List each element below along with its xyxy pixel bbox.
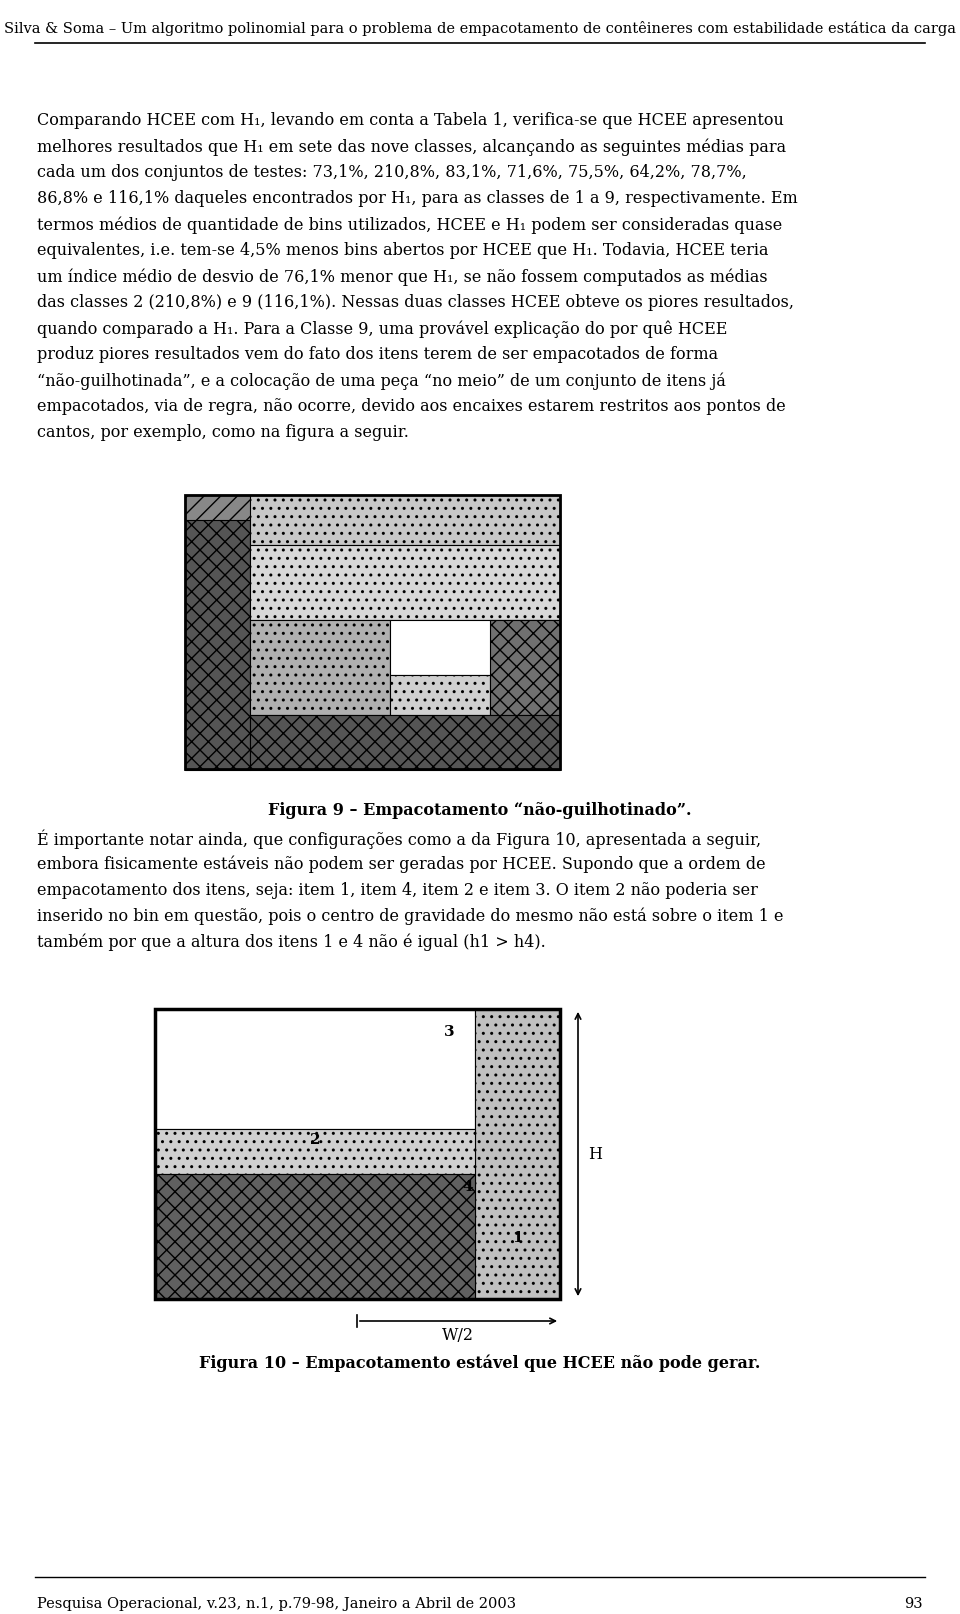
Bar [155, 1175, 475, 1299]
Text: um índice médio de desvio de 76,1% menor que H₁, se não fossem computados as méd: um índice médio de desvio de 76,1% menor… [37, 268, 768, 286]
Bar [155, 1130, 475, 1175]
Text: 93: 93 [904, 1596, 923, 1611]
Text: 3: 3 [444, 1025, 455, 1038]
Text: É importante notar ainda, que configurações como a da Figura 10, apresentada a s: É importante notar ainda, que configuraç… [37, 830, 761, 849]
Text: 4: 4 [463, 1180, 473, 1193]
Text: também por que a altura dos itens 1 e 4 não é igual (h1 > h4).: também por que a altura dos itens 1 e 4 … [37, 933, 545, 951]
Text: 2: 2 [310, 1133, 321, 1146]
Text: Figura 9 – Empacotamento “não-guilhotinado”.: Figura 9 – Empacotamento “não-guilhotina… [268, 802, 692, 818]
Text: equivalentes, i.e. tem-se 4,5% menos bins abertos por HCEE que H₁. Todavia, HCEE: equivalentes, i.e. tem-se 4,5% menos bin… [37, 242, 769, 258]
Bar [390, 621, 560, 676]
Text: melhores resultados que H₁ em sete das nove classes, alcançando as seguintes méd: melhores resultados que H₁ em sete das n… [37, 137, 786, 155]
Text: quando comparado a H₁. Para a Classe 9, uma provável explicação do por quê HCEE: quando comparado a H₁. Para a Classe 9, … [37, 320, 728, 337]
Text: Figura 10 – Empacotamento estável que HCEE não pode gerar.: Figura 10 – Empacotamento estável que HC… [200, 1354, 760, 1372]
Bar [490, 621, 560, 715]
Text: 1: 1 [512, 1230, 522, 1244]
Bar [185, 495, 285, 521]
Bar [475, 1009, 560, 1299]
Text: “não-guilhotinada”, e a colocação de uma peça “no meio” de um conjunto de itens : “não-guilhotinada”, e a colocação de uma… [37, 371, 726, 389]
Text: Pesquisa Operacional, v.23, n.1, p.79-98, Janeiro a Abril de 2003: Pesquisa Operacional, v.23, n.1, p.79-98… [37, 1596, 516, 1611]
Bar [250, 715, 560, 770]
Bar [155, 1009, 475, 1130]
Text: cada um dos conjuntos de testes: 73,1%, 210,8%, 83,1%, 71,6%, 75,5%, 64,2%, 78,7: cada um dos conjuntos de testes: 73,1%, … [37, 165, 747, 181]
Bar [155, 1009, 560, 1299]
Text: H: H [588, 1146, 602, 1162]
Bar [250, 546, 560, 621]
Text: termos médios de quantidade de bins utilizados, HCEE e H₁ podem ser consideradas: termos médios de quantidade de bins util… [37, 216, 782, 234]
Text: W/2: W/2 [442, 1327, 474, 1344]
Text: Comparando HCEE com H₁, levando em conta a Tabela 1, verifica-se que HCEE aprese: Comparando HCEE com H₁, levando em conta… [37, 111, 784, 129]
Text: 86,8% e 116,1% daqueles encontrados por H₁, para as classes de 1 a 9, respectiva: 86,8% e 116,1% daqueles encontrados por … [37, 190, 798, 207]
Text: inserido no bin em questão, pois o centro de gravidade do mesmo não está sobre o: inserido no bin em questão, pois o centr… [37, 907, 783, 925]
Bar [250, 621, 390, 715]
Bar [390, 676, 490, 715]
Text: embora fisicamente estáveis não podem ser geradas por HCEE. Supondo que a ordem : embora fisicamente estáveis não podem se… [37, 855, 766, 873]
Text: Silva & Soma – Um algoritmo polinomial para o problema de empacotamento de contê: Silva & Soma – Um algoritmo polinomial p… [4, 21, 956, 36]
Text: produz piores resultados vem do fato dos itens terem de ser empacotados de forma: produz piores resultados vem do fato dos… [37, 345, 718, 363]
Bar [185, 495, 560, 770]
Text: cantos, por exemplo, como na figura a seguir.: cantos, por exemplo, como na figura a se… [37, 424, 409, 441]
Bar [185, 495, 250, 770]
Bar [250, 495, 560, 546]
Text: das classes 2 (210,8%) e 9 (116,1%). Nessas duas classes HCEE obteve os piores r: das classes 2 (210,8%) e 9 (116,1%). Nes… [37, 294, 794, 312]
Text: empacotamento dos itens, seja: item 1, item 4, item 2 e item 3. O item 2 não pod: empacotamento dos itens, seja: item 1, i… [37, 881, 757, 899]
Text: empacotados, via de regra, não ocorre, devido aos encaixes estarem restritos aos: empacotados, via de regra, não ocorre, d… [37, 397, 785, 415]
